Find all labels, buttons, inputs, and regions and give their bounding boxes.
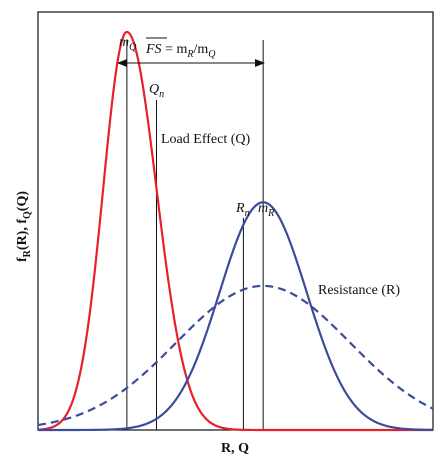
fs-eq-text: = m [162, 42, 188, 57]
x-axis-label: R, Q [221, 441, 249, 456]
series-resistance-dashed [37, 284, 434, 427]
plot-frame [37, 11, 434, 431]
resistance-label: Resistance (R) [318, 283, 400, 298]
vertical-lines [126, 40, 264, 430]
fs-formula: FS = mR/mQ [145, 42, 216, 60]
mq-label: mQ [119, 35, 137, 53]
fs-bar-text: FS [145, 42, 162, 57]
series-load [37, 30, 433, 432]
curves [37, 30, 434, 432]
y-axis-label: fR(R), fQ(Q) [15, 191, 33, 262]
mr-label: mR [258, 201, 274, 219]
rn-label: Rn [235, 201, 250, 219]
qn-label: Qn [149, 82, 164, 100]
load-effect-label: Load Effect (Q) [161, 132, 250, 147]
series-resistance [38, 201, 434, 432]
